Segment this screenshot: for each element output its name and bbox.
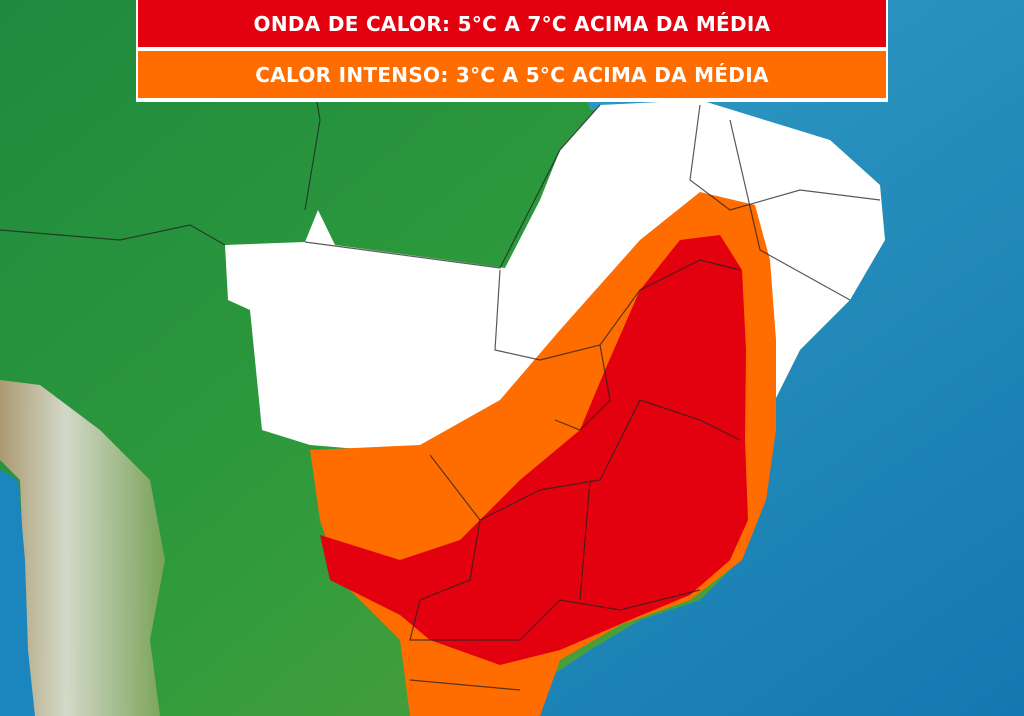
pacific [0, 470, 35, 716]
legend-item: ONDA DE CALOR: 5°C A 7°C ACIMA DA MÉDIA [138, 0, 886, 47]
legend-item: CALOR INTENSO: 3°C A 5°C ACIMA DA MÉDIA [138, 51, 886, 98]
red-region [320, 235, 748, 665]
andes [0, 380, 165, 716]
legend: ONDA DE CALOR: 5°C A 7°C ACIMA DA MÉDIA … [136, 0, 888, 102]
